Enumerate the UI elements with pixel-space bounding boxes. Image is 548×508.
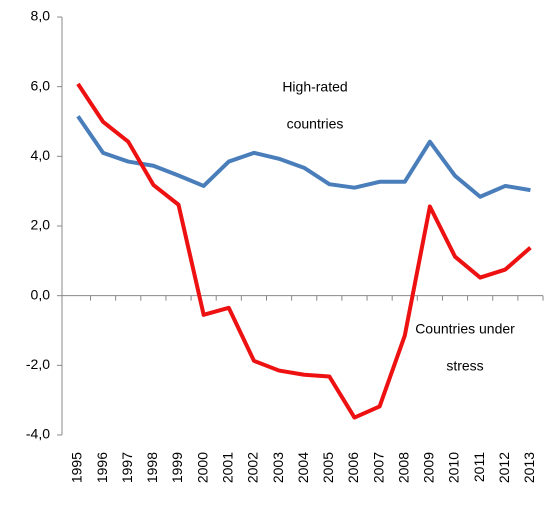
x-tick-label: 2010 xyxy=(446,452,462,483)
x-tick-label: 2012 xyxy=(496,452,512,483)
y-tick-label: 8,0 xyxy=(31,8,51,24)
x-tick-label: 1998 xyxy=(144,452,160,483)
x-tick-label: 2007 xyxy=(370,452,386,483)
y-tick-label: 0,0 xyxy=(31,286,51,302)
y-tick-label: 4,0 xyxy=(31,147,51,163)
x-tick-label: 2004 xyxy=(295,452,311,483)
x-tick-label: 2001 xyxy=(219,452,235,483)
annotation: countries xyxy=(287,116,344,132)
x-tick-label: 2002 xyxy=(245,452,261,483)
y-tick-label: 2,0 xyxy=(31,217,51,233)
line-series xyxy=(76,82,532,420)
y-tick-label: 6,0 xyxy=(31,77,51,93)
x-tick-label: 1999 xyxy=(169,452,185,483)
y-tick-label: -4,0 xyxy=(26,426,50,442)
x-tick-label: 1997 xyxy=(119,452,135,483)
x-tick-label: 1995 xyxy=(69,452,85,483)
x-tick-label: 2009 xyxy=(421,452,437,483)
x-tick-label: 1996 xyxy=(94,452,110,483)
x-tick-label: 2006 xyxy=(345,452,361,483)
annotation: stress xyxy=(446,358,483,374)
x-tick-label: 2011 xyxy=(471,452,487,482)
x-tick-label: 2013 xyxy=(521,452,537,483)
x-tick-label: 2008 xyxy=(395,452,411,483)
annotation: Countries under xyxy=(415,321,515,337)
y-tick-label: -2,0 xyxy=(26,356,50,372)
x-tick-label: 2000 xyxy=(194,452,210,483)
x-tick-label: 2003 xyxy=(270,452,286,483)
annotation: High-rated xyxy=(282,79,347,95)
line-series xyxy=(76,115,531,199)
x-tick-label: 2005 xyxy=(320,452,336,483)
